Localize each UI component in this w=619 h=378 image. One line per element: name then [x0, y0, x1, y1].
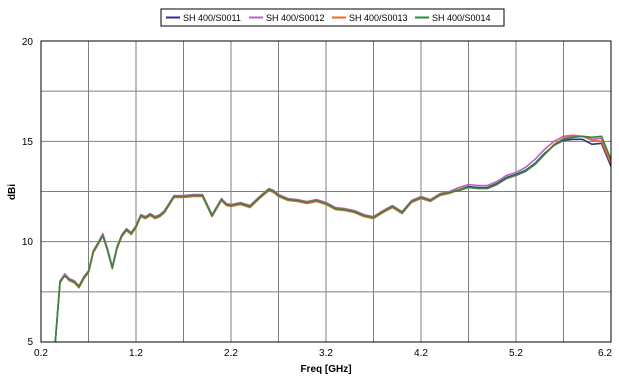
legend-item-3: SH 400/S0013	[332, 13, 408, 23]
x-tick-label: 3.2	[319, 348, 333, 359]
x-tick-label: 2.2	[224, 348, 238, 359]
x-tick-label: 0.2	[34, 348, 48, 359]
series-line-4	[54, 135, 612, 343]
y-axis-ticks: 5 10 15 20	[22, 37, 34, 348]
y-tick-label: 10	[22, 237, 34, 248]
y-tick-label: 5	[27, 337, 33, 348]
legend-label-3: SH 400/S0013	[349, 13, 408, 23]
x-tick-label: 4.2	[414, 348, 428, 359]
legend-item-4: SH 400/S0014	[415, 13, 491, 23]
y-axis-title: dBi	[7, 184, 18, 200]
y-tick-label: 15	[22, 137, 34, 148]
legend-item-2: SH 400/S0012	[249, 13, 325, 23]
legend: SH 400/S0011 SH 400/S0012 SH 400/S0013 S…	[160, 8, 505, 27]
legend-label-1: SH 400/S0011	[183, 13, 241, 23]
legend-label-4: SH 400/S0014	[432, 13, 491, 23]
x-axis-title: Freq [GHz]	[300, 364, 351, 375]
x-tick-label: 6.2	[598, 348, 612, 359]
x-tick-label: 1.2	[129, 348, 143, 359]
y-tick-label: 20	[22, 37, 34, 48]
legend-label-2: SH 400/S0012	[266, 13, 325, 23]
x-tick-label: 5.2	[509, 348, 523, 359]
plot-border	[40, 40, 612, 343]
grid	[41, 41, 611, 342]
series-lines	[54, 134, 612, 343]
x-axis-ticks: 0.2 1.2 2.2 3.2 4.2 5.2 6.2	[34, 348, 612, 359]
legend-item-1: SH 400/S0011	[166, 13, 241, 23]
